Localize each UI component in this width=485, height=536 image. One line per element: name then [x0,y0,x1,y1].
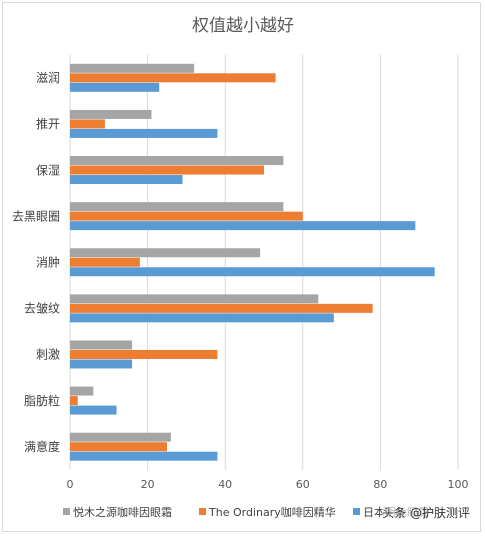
legend-swatch [353,508,360,515]
category-label: 脂肪粒 [24,393,60,408]
x-tick-label: 40 [218,478,232,491]
bar [70,175,183,185]
bar [70,405,117,415]
bar [70,396,78,406]
x-tick-label: 100 [448,478,469,491]
bars [70,63,435,461]
legend-label: The Ordinary咖啡因精华 [208,505,336,519]
bar [70,442,167,452]
chart-frame: 权值越小越好 滋润推开保湿去黑眼圈消肿去皱纹刺激脂肪粒满意度 0 20 40 60 80… [2,2,481,532]
x-tick-labels: 0 20 40 60 80 100 [67,478,469,491]
bar [70,451,218,461]
legend-label: 悦木之源咖啡因眼霜 [73,505,172,519]
bar [70,349,218,359]
category-label: 滋润 [36,71,60,85]
x-tick-label: 20 [141,478,155,491]
bar [70,386,94,396]
bar [70,73,276,83]
bar [70,156,284,166]
category-label: 消肿 [36,255,60,270]
watermark: 头条 @护肤测评 [382,504,470,521]
bar [70,248,261,258]
x-tick-label: 0 [67,478,74,491]
bar [70,267,435,277]
category-label: 去黑眼圈 [12,209,60,223]
bar [70,257,140,267]
legend-swatch [63,508,70,515]
bar [70,221,416,231]
chart-title: 权值越小越好 [192,16,294,36]
bar [70,202,284,212]
legend-swatch [199,508,206,515]
bar [70,82,160,92]
bar [70,109,152,119]
category-label: 刺激 [36,348,60,362]
bar [70,303,373,313]
bar [70,340,133,350]
category-label: 保湿 [36,162,60,177]
category-label: 满意度 [24,439,60,454]
bar [70,294,319,304]
category-label: 推开 [36,117,60,131]
bar [70,63,195,73]
x-tick-label: 60 [296,478,310,491]
category-label: 去皱纹 [24,301,60,316]
bar [70,165,264,175]
bar [70,211,303,221]
bar [70,359,133,369]
bar [70,432,171,442]
bar [70,313,334,323]
bar [70,119,105,129]
bar [70,128,218,138]
x-tick-label: 80 [373,478,387,491]
